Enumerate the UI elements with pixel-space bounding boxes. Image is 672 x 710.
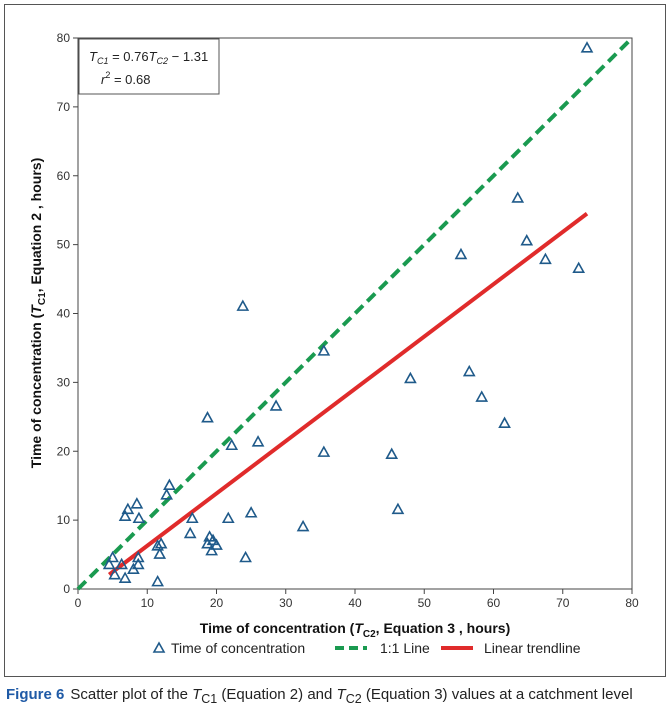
x-tick-label: 70 xyxy=(556,596,570,610)
y-tick-label: 0 xyxy=(63,582,70,596)
y-tick-label: 30 xyxy=(57,375,71,389)
data-point-triangle xyxy=(404,371,417,384)
y-tick-label: 40 xyxy=(57,307,71,321)
data-point-triangle xyxy=(239,550,252,563)
scatter-plot: 0 10 20 30 40 50 60 70 80 0 10 20 30 40 50 60 70 80 TC1 =… xyxy=(28,31,639,656)
x-tick-label: 50 xyxy=(418,596,432,610)
x-tick-label: 20 xyxy=(210,596,224,610)
x-tick-label: 80 xyxy=(625,596,639,610)
caption-text-pre: Scatter plot of the xyxy=(70,686,193,703)
figure-label: Figure 6 xyxy=(6,686,65,703)
x-tick-label: 10 xyxy=(141,596,155,610)
y-tick-label: 60 xyxy=(57,169,71,183)
x-axis-title: Time of concentration (TC2, Equation 3 ,… xyxy=(200,620,510,640)
data-point-triangle xyxy=(151,539,164,551)
data-point-triangle xyxy=(183,526,197,539)
data-point-triangle xyxy=(244,506,258,518)
y-tick-label: 50 xyxy=(57,238,71,252)
data-point-triangle xyxy=(106,550,119,563)
data-point-triangle xyxy=(154,537,168,549)
figure-caption: Figure 6 Scatter plot of the TC1 (Equatio… xyxy=(6,686,666,708)
caption-t1: T xyxy=(192,686,202,703)
data-point-triangle xyxy=(498,416,511,429)
data-point-triangle xyxy=(108,568,122,580)
y-axis-title: Time of concentration (TC1, Equation 2 ,… xyxy=(28,158,48,468)
data-point-triangle xyxy=(391,502,405,515)
data-point-triangle xyxy=(206,533,220,546)
data-point-triangle xyxy=(160,488,173,500)
data-point-triangle xyxy=(118,571,132,583)
equation-line: TC1 = 0.76TC2 − 1.31 xyxy=(89,49,208,66)
legend-label-one-to-one: 1:1 Line xyxy=(380,640,430,656)
data-point-triangle xyxy=(317,344,331,356)
legend-label-points: Time of concentration xyxy=(171,640,305,656)
points-layer xyxy=(102,41,594,587)
x-tick-label: 60 xyxy=(487,596,501,610)
legend: Time of concentration 1:1 Line Linear tr… xyxy=(152,640,581,656)
y-tick-label: 70 xyxy=(57,100,71,114)
data-point-triangle xyxy=(572,261,586,274)
one-to-one-line xyxy=(76,36,634,591)
data-point-triangle xyxy=(130,497,144,509)
lines-layer xyxy=(76,36,634,591)
data-point-triangle xyxy=(580,41,594,53)
data-point-triangle xyxy=(269,399,283,411)
data-point-triangle xyxy=(539,252,552,265)
data-point-triangle xyxy=(121,502,135,515)
caption-text-post: (Equation 3) values at a catchment level xyxy=(361,686,633,703)
data-point-triangle xyxy=(163,478,176,490)
data-point-triangle xyxy=(225,438,239,451)
data-point-triangle xyxy=(153,547,167,559)
data-point-triangle xyxy=(296,519,310,532)
data-point-triangle xyxy=(475,390,489,402)
data-point-triangle xyxy=(520,234,534,246)
y-tick-label: 10 xyxy=(57,513,71,527)
data-point-triangle xyxy=(511,191,525,203)
legend-label-trendline: Linear trendline xyxy=(484,640,581,656)
data-point-triangle xyxy=(115,557,128,570)
caption-t1-sub: C1 xyxy=(201,692,218,706)
data-point-triangle xyxy=(236,299,250,311)
y-tick-label: 80 xyxy=(57,31,71,45)
data-point-triangle xyxy=(131,557,145,570)
y-tick-label: 20 xyxy=(57,444,71,458)
data-point-triangle xyxy=(454,247,468,260)
caption-t2: T xyxy=(336,686,346,703)
data-point-triangle xyxy=(151,574,164,587)
data-point-triangle xyxy=(210,538,223,550)
linear-trendline xyxy=(107,212,589,577)
data-point-triangle xyxy=(317,445,331,457)
x-tick-label: 40 xyxy=(348,596,362,610)
data-point-triangle xyxy=(132,511,146,524)
r-squared-line: r2 = 0.68 xyxy=(101,70,150,87)
figure-frame: 0 10 20 30 40 50 60 70 80 0 10 20 30 40 50 60 70 80 TC1 =… xyxy=(4,4,666,677)
data-point-triangle xyxy=(201,411,214,423)
data-point-triangle xyxy=(102,557,116,570)
data-point-triangle xyxy=(131,550,145,563)
ticks-layer: 0 10 20 30 40 50 60 70 80 0 10 20 30 40 50 60 70 80 xyxy=(57,31,639,610)
legend-triangle-marker xyxy=(152,641,166,653)
data-point-triangle xyxy=(462,364,476,377)
x-tick-label: 30 xyxy=(279,596,293,610)
data-point-triangle xyxy=(118,509,132,521)
data-point-triangle xyxy=(205,543,219,556)
data-point-triangle xyxy=(201,537,214,549)
data-point-triangle xyxy=(251,435,265,447)
data-point-triangle xyxy=(385,447,399,459)
x-tick-label: 0 xyxy=(75,596,82,610)
caption-t2-sub: C2 xyxy=(345,692,362,706)
caption-text-mid: (Equation 2) and xyxy=(217,686,337,703)
data-point-triangle xyxy=(221,511,235,524)
equation-box xyxy=(78,38,220,95)
data-point-triangle xyxy=(185,511,199,524)
